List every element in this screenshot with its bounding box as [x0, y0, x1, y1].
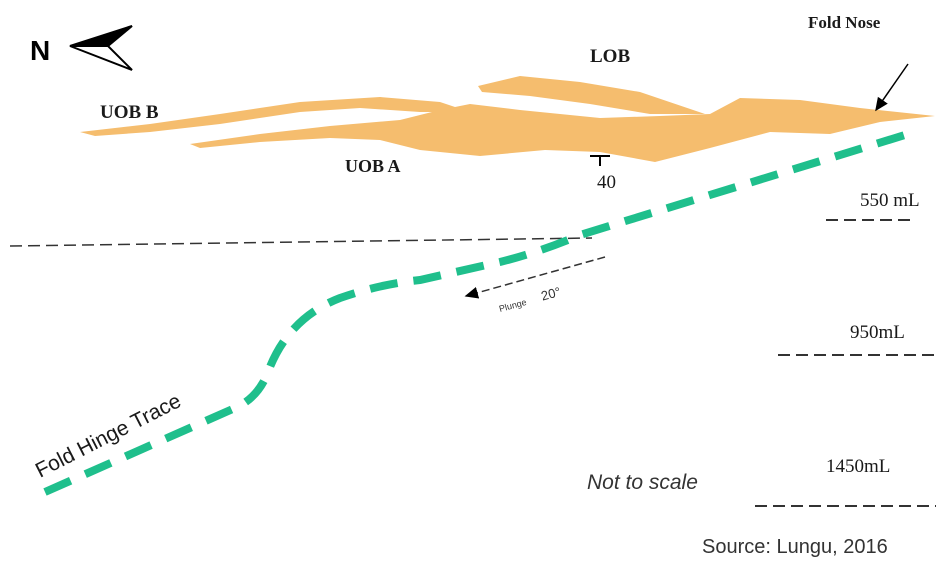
hinge-trace-label: Fold Hinge Trace	[32, 389, 185, 482]
plunge-word: Plunge	[498, 297, 528, 314]
lob-label: LOB	[590, 46, 630, 67]
north-arrow-bottom	[69, 45, 133, 71]
uob-a-label: UOB A	[345, 156, 401, 176]
main-body	[190, 98, 935, 162]
fold-nose-label: Fold Nose	[808, 13, 881, 32]
level-label: 550 mL	[860, 190, 920, 211]
uob-b-body	[80, 97, 470, 136]
north-label: N	[30, 35, 50, 66]
scale-note: Not to scale	[587, 471, 698, 494]
plunge-arrow	[464, 256, 606, 299]
uob-b-label: UOB B	[100, 102, 159, 123]
plunge-label: Plunge 20°	[498, 284, 562, 314]
level-label: 1450mL	[826, 456, 890, 477]
plunge-angle: 20°	[539, 284, 562, 304]
level-label: 950mL	[850, 322, 905, 343]
reference-line	[9, 237, 593, 247]
dip-label: 40	[597, 172, 616, 193]
source-note: Source: Lungu, 2016	[702, 536, 888, 558]
north-arrow-top	[69, 25, 133, 47]
orebodies	[80, 76, 935, 162]
lob-body	[478, 76, 705, 114]
fold-hinge-trace	[43, 131, 907, 496]
fold-nose-arrow	[875, 63, 909, 112]
